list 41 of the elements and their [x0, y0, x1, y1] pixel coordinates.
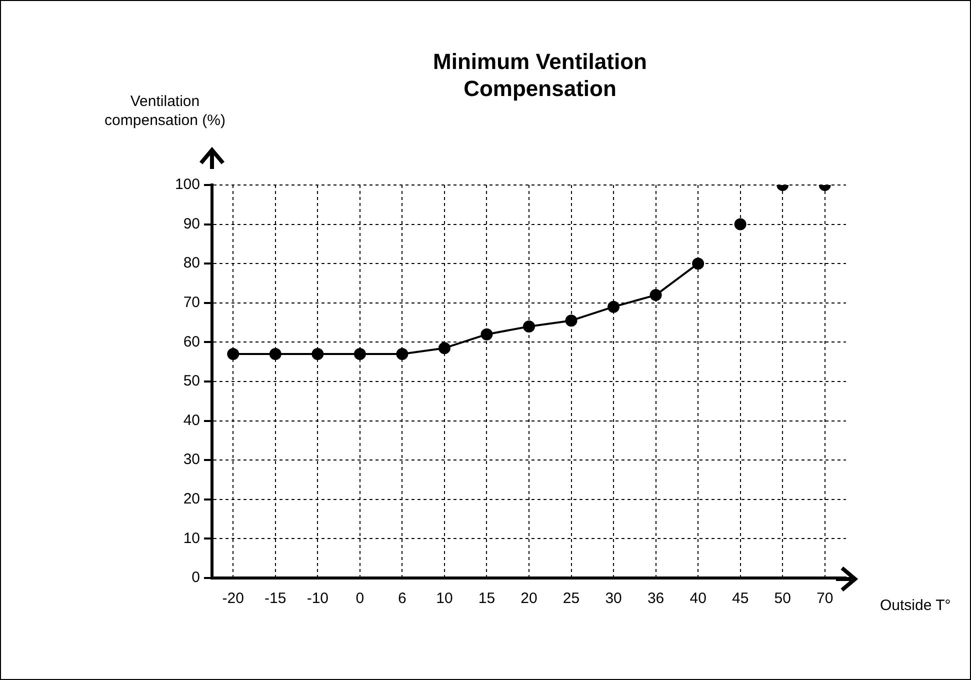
x-tick-label: -20	[222, 590, 244, 608]
x-tick-label: 30	[605, 590, 622, 608]
x-tick-label: 50	[774, 590, 791, 608]
x-tick-label: 36	[647, 590, 664, 608]
x-tick-label: 0	[356, 590, 364, 608]
point	[227, 348, 240, 360]
y-tick-label: 20	[183, 490, 200, 508]
point	[354, 348, 366, 360]
point	[396, 348, 408, 360]
x-tick-label: 6	[398, 590, 406, 608]
y-tick-label: 70	[183, 294, 200, 312]
point	[692, 258, 704, 270]
x-axis-title: Outside T°	[880, 597, 951, 614]
point	[480, 328, 493, 340]
x-tick-label: 40	[690, 590, 706, 608]
x-tick-label: 25	[562, 590, 580, 608]
y-tick-label: 0	[192, 569, 200, 586]
y-tick-label: 50	[183, 372, 200, 390]
x-tick-label: 70	[816, 590, 834, 608]
x-tick-label: -15	[264, 590, 286, 608]
x-tick-label: -10	[306, 590, 329, 608]
chart-title: Minimum Ventilation Compensation	[432, 48, 648, 102]
x-tick-label: 10	[436, 590, 453, 608]
point	[438, 342, 450, 354]
point	[523, 320, 535, 332]
point	[650, 289, 662, 302]
point	[565, 314, 578, 327]
y-tick-label: 30	[183, 451, 200, 468]
y-tick-label: 40	[183, 412, 200, 429]
y-tick-label: 100	[174, 176, 200, 194]
point	[312, 348, 324, 360]
y-tick-label: 60	[183, 333, 200, 350]
y-axis-title: Ventilation compensation (%)	[104, 92, 226, 130]
y-tick-label: 10	[183, 530, 200, 547]
point	[608, 300, 620, 313]
y-tick-label: 80	[183, 254, 200, 272]
x-tick-label: 45	[732, 590, 749, 608]
point	[269, 348, 282, 360]
x-tick-label: 20	[520, 590, 538, 608]
x-tick-label: 15	[478, 590, 496, 608]
y-tick-label: 90	[183, 215, 200, 232]
